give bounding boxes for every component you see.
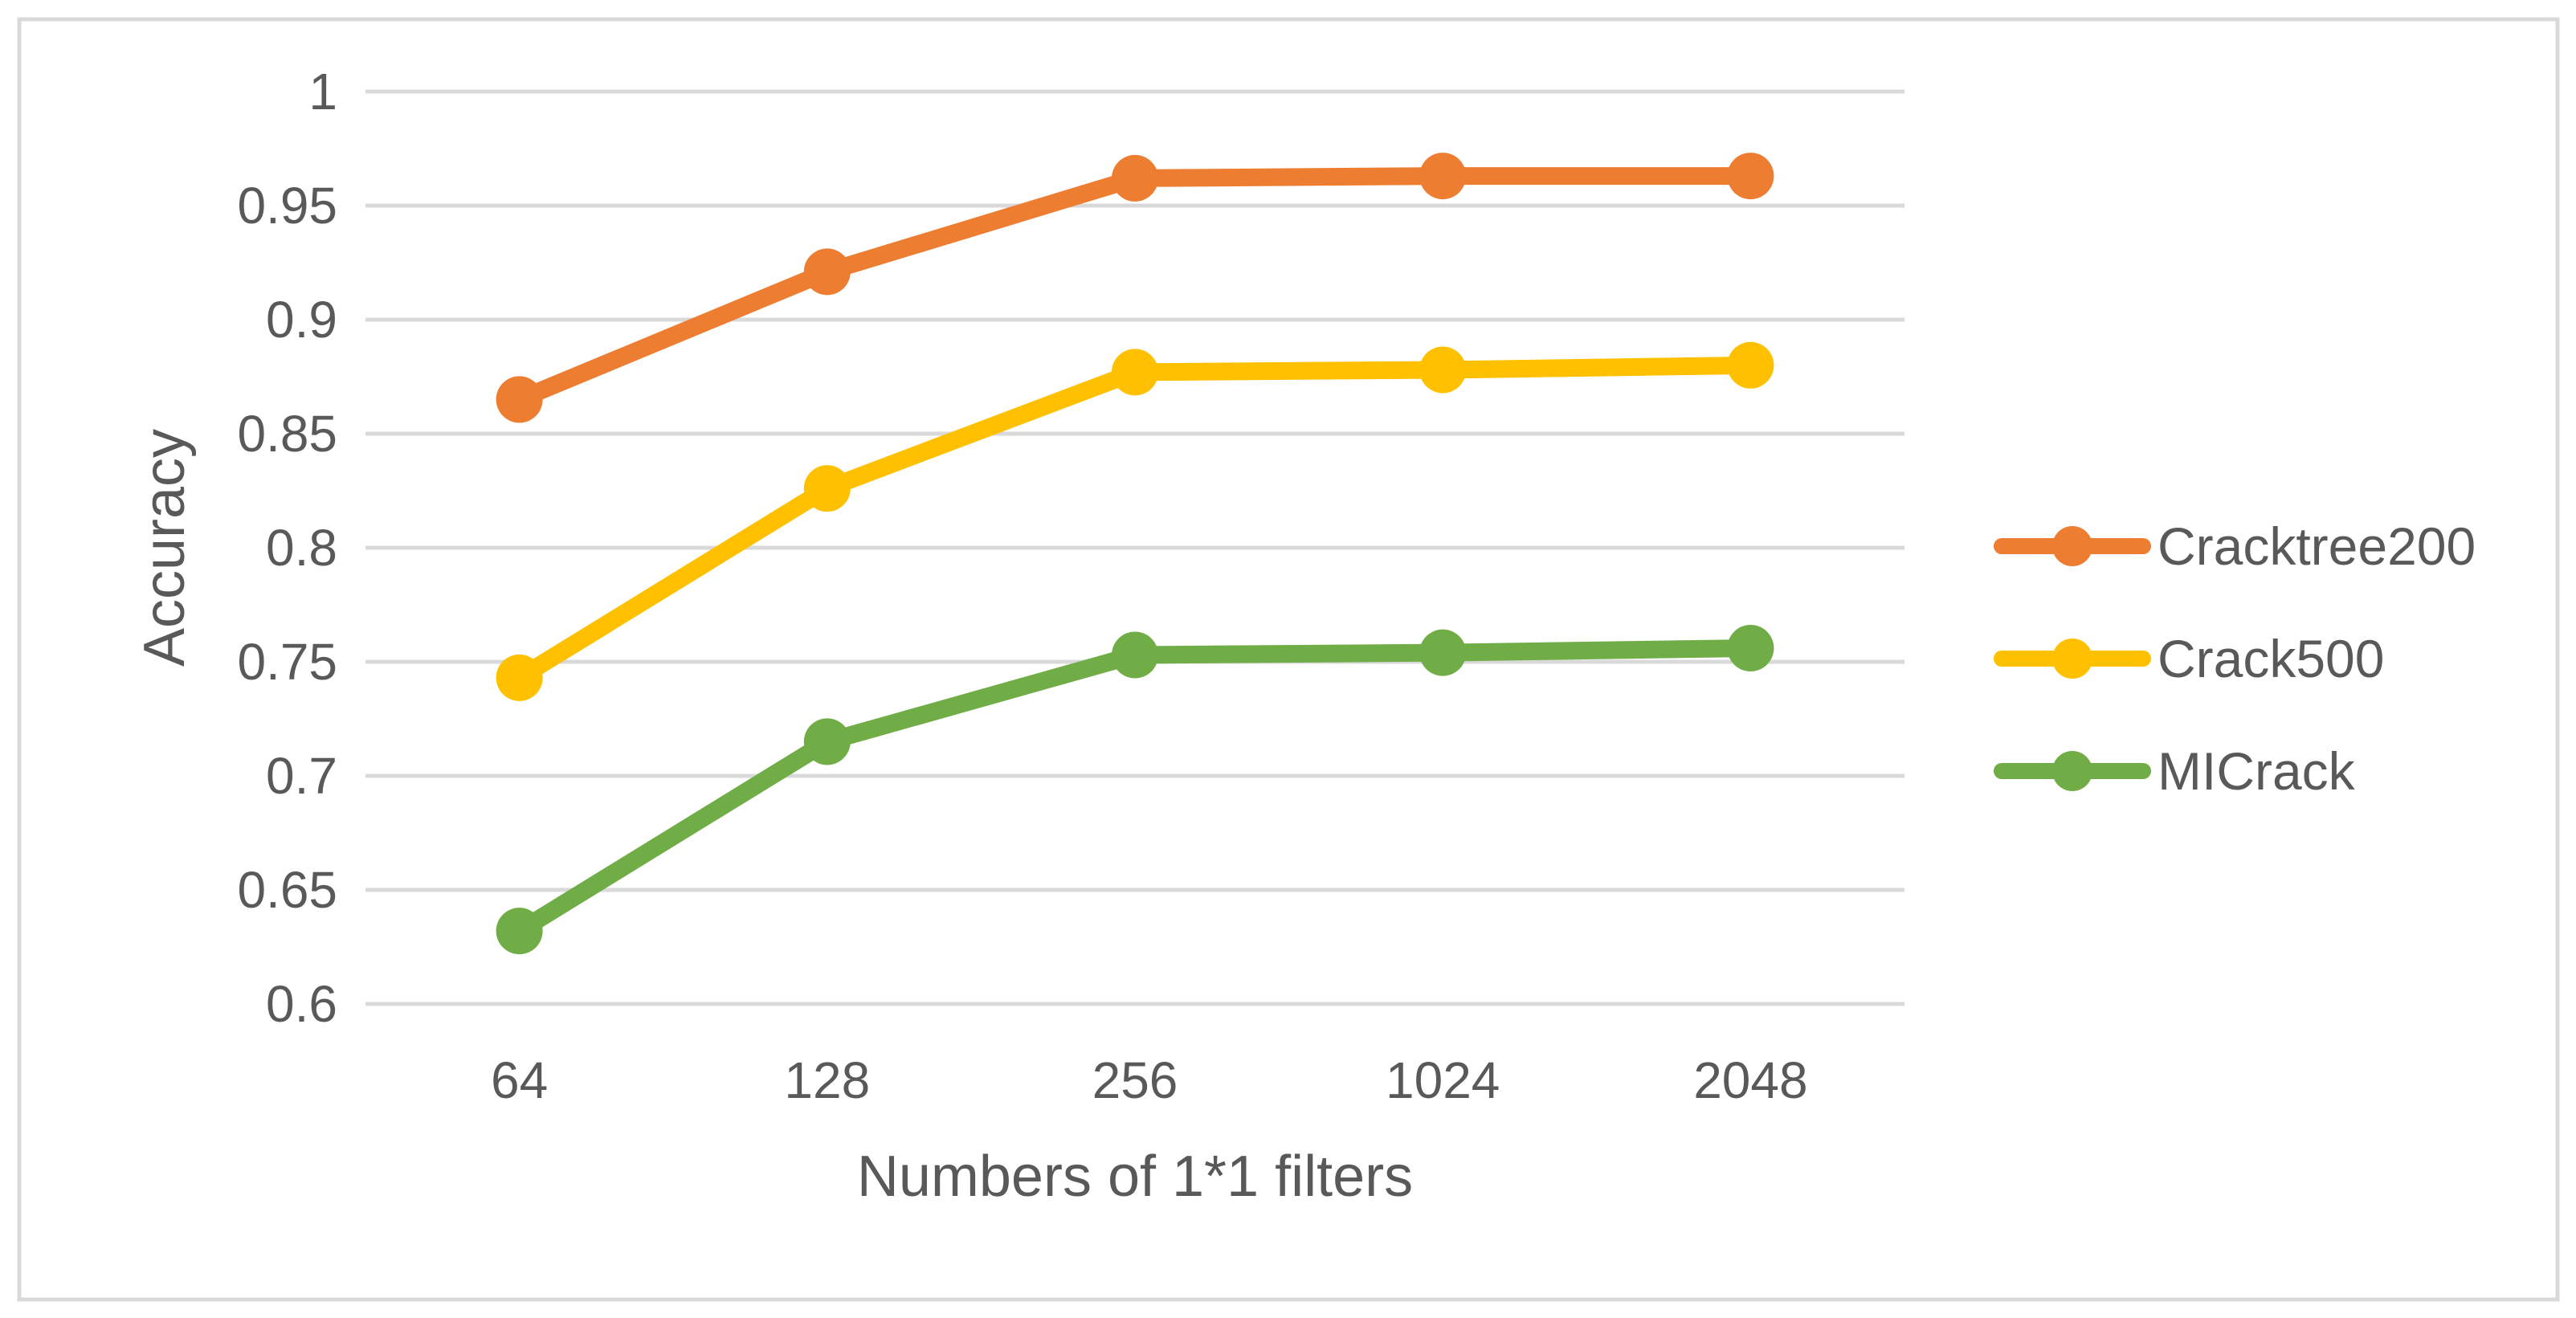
y-tick-label: 0.65 (237, 861, 337, 919)
data-point-micrack (1419, 629, 1467, 676)
y-axis-title: Accuracy (133, 429, 197, 667)
x-tick-label: 1024 (1386, 1051, 1500, 1109)
data-point-crack500 (1727, 341, 1774, 389)
legend-marker (2052, 526, 2092, 566)
data-point-crack500 (496, 654, 543, 701)
y-tick-label: 1 (308, 63, 337, 120)
legend-marker (2052, 751, 2092, 791)
data-point-cracktree200 (1112, 154, 1158, 202)
x-tick-label: 64 (491, 1051, 548, 1109)
legend: Cracktree200 Crack500 MICrack (1994, 516, 2476, 801)
y-tick-label: 0.85 (237, 405, 337, 463)
data-point-micrack (1727, 624, 1774, 671)
y-tick-label: 0.6 (266, 975, 337, 1033)
x-tick-label: 128 (784, 1051, 870, 1109)
x-tick-label: 256 (1092, 1051, 1178, 1109)
x-axis-tick-labels: 64 128 256 1024 2048 (491, 1051, 1808, 1109)
gridlines (365, 89, 1904, 1006)
data-point-crack500 (1419, 346, 1467, 394)
data-point-micrack (496, 908, 543, 955)
data-point-cracktree200 (496, 376, 543, 423)
y-tick-label: 0.9 (266, 291, 337, 349)
legend-item: Crack500 (1994, 629, 2384, 688)
legend-label: Crack500 (2158, 629, 2384, 688)
legend-label: MICrack (2158, 741, 2356, 801)
series-line-crack500 (510, 356, 1760, 687)
legend-item: MICrack (1994, 741, 2356, 801)
chart-border (17, 17, 2560, 1302)
data-point-cracktree200 (803, 248, 851, 296)
data-point-micrack (803, 718, 851, 765)
legend-label: Cracktree200 (2158, 516, 2476, 576)
data-point-crack500 (803, 465, 851, 512)
legend-marker (2052, 639, 2092, 679)
data-point-micrack (1112, 631, 1158, 679)
y-tick-label: 0.7 (266, 747, 337, 805)
x-axis-title: Numbers of 1*1 filters (857, 1145, 1413, 1209)
series-lines (496, 153, 1774, 955)
data-point-cracktree200 (1419, 153, 1467, 200)
y-axis-tick-labels: 1 0.95 0.9 0.85 0.8 0.75 0.7 0.65 0.6 (237, 63, 337, 1033)
legend-item: Cracktree200 (1994, 516, 2476, 576)
y-tick-label: 0.95 (237, 177, 337, 235)
data-point-crack500 (1112, 349, 1158, 396)
y-tick-label: 0.8 (266, 519, 337, 577)
data-point-cracktree200 (1727, 153, 1774, 200)
y-tick-label: 0.75 (237, 633, 337, 691)
x-tick-label: 2048 (1693, 1051, 1807, 1109)
